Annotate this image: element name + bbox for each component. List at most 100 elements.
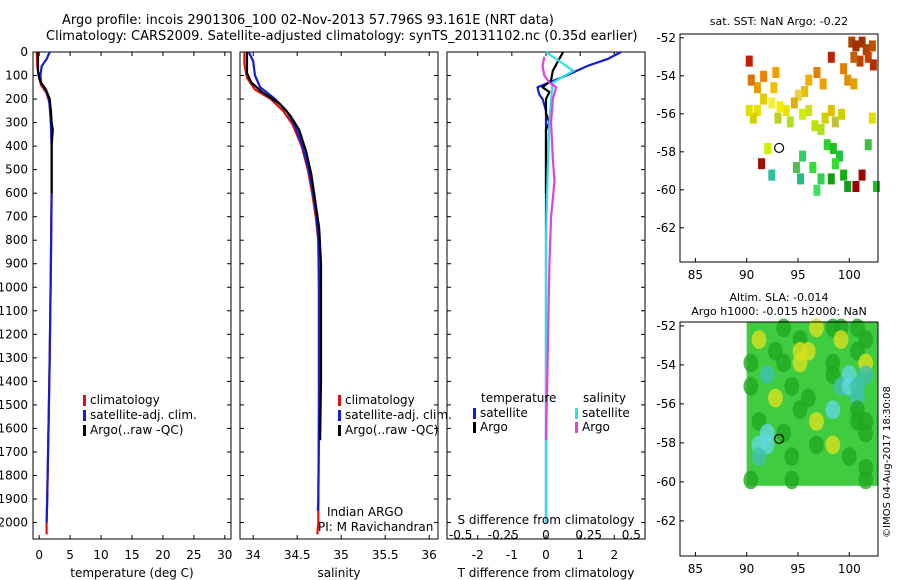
annotation-institution: Indian ARGO [327,505,403,519]
altimetry-anomaly [833,330,849,349]
altimetry-xtick-label: 90 [739,562,754,576]
sst-cell [827,51,835,63]
temperature-xlabel: temperature (deg C) [70,566,193,580]
sst-cell [805,74,813,86]
sst-map-title: sat. SST: NaN Argo: -0.22 [710,15,848,28]
salinity-series-sat [247,51,321,511]
salinity-xtick-label: 34.5 [284,548,311,562]
sst-cell [753,105,761,116]
altimetry-anomaly [768,388,783,408]
altimetry-anomaly [743,376,759,396]
altimetry-ytick-label: -58 [656,436,676,450]
altimetry-anomaly [858,423,874,443]
difference-series-sal_argo [541,56,558,441]
altimetry-anomaly [784,447,800,466]
sst-cell [811,120,819,132]
salinity-legend-1-text: satellite-adj. clim. [345,408,452,422]
sst-cell [799,150,807,162]
altimetry-ytick-label: -62 [656,514,676,528]
depth-ytick-label: 1000 [0,280,28,294]
depth-ytick-label: 1700 [0,445,28,459]
sst-cell [827,105,835,116]
salinity-xtick-label: 35 [334,548,349,562]
watermark: ©IMOS 04-Aug-2017 18:30:08 [882,386,893,538]
depth-ytick-label: 1800 [0,468,28,482]
difference-legend-sal-sat-text: satellite [582,406,630,420]
sst-cell [840,169,848,181]
salinity-xtick-label: 36 [422,548,437,562]
temperature-xtick-label: 0 [35,548,43,562]
altimetry-anomaly [743,353,759,373]
depth-ytick-label: 0 [20,45,28,59]
difference-xlabel-top: S difference from climatology [458,513,635,527]
altimetry-anomaly [792,353,808,373]
altimetry-anomaly [825,435,841,455]
sst-cell [770,82,778,94]
altimetry-anomaly [809,318,824,338]
figure-title-line1: Argo profile: incois 2901306_100 02-Nov-… [62,13,554,28]
depth-ytick-label: 100 [5,69,28,83]
difference-legend-temp-argo-swatch [473,422,476,433]
difference-legend-temp-sat-swatch [473,408,476,419]
temperature-series-sat [39,51,53,523]
sst-cell [764,143,772,154]
sst-cell [850,78,858,90]
annotation-pi: PI: M Ravichandran [318,520,433,534]
depth-ytick-label: 500 [5,163,28,177]
salinity-legend-0-text: climatology [345,393,415,407]
temperature-axes [32,51,232,540]
altimetry-anomaly [825,400,841,420]
altimetry-xtick-label: 95 [790,562,805,576]
sst-cell [831,158,839,170]
altimetry-anomaly [751,447,767,466]
sst-cell [848,36,856,48]
sst-ytick-label: -52 [656,31,676,45]
altimetry-anomaly [809,412,824,431]
sst-ytick-label: -54 [656,69,676,83]
depth-ytick-label: 1600 [0,421,28,435]
sst-cell [760,70,768,82]
depth-ytick-label: 2000 [0,516,28,530]
altimetry-ytick-label: -52 [656,319,676,333]
sst-cell [774,112,782,124]
depth-ytick-label: 1200 [0,327,28,341]
sst-xtick-label: 85 [688,268,703,282]
salinity-series-clim [243,52,320,535]
salinity-legend-2-swatch [338,425,341,436]
temperature-legend-0-text: climatology [90,393,160,407]
difference-legend-sal-title: salinity [583,391,626,405]
altimetry-anomaly [776,353,792,373]
sst-cell [852,40,860,52]
sst-cell [862,44,870,56]
sst-cell [844,181,852,192]
salinity-legend-1-swatch [338,410,341,421]
temperature-legend-1-swatch [83,410,86,421]
sst-cell [868,112,876,124]
difference-legend-temp-title: temperature [481,391,556,405]
sst-cell [864,139,872,151]
depth-ytick-label: 1300 [0,351,28,365]
depth-ytick-label: 1400 [0,374,28,388]
sst-cell [872,181,880,192]
difference-legend-temp-argo-text: Argo [480,420,508,434]
altimetry-title-2: Argo h1000: -0.015 h2000: NaN [691,305,867,318]
sst-cell [776,101,784,113]
sst-xtick-label: 90 [739,268,754,282]
figure-title-line2: Climatology: CARS2009. Satellite-adjuste… [46,29,638,44]
sst-cell [831,116,839,128]
temperature-legend-0-swatch [83,395,86,406]
difference-secondary-label: -0.25 [488,528,519,542]
sst-cell [753,82,761,94]
difference-secondary-label: -0.5 [449,528,472,542]
temperature-xtick-label: 20 [155,548,170,562]
sst-cell [749,112,757,124]
sst-cell [813,184,821,196]
sst-cell [745,105,753,116]
altimetry-anomaly [792,400,808,420]
salinity-xlabel: salinity [317,566,360,580]
sst-xtick-label: 95 [790,268,805,282]
sst-cell [782,105,790,116]
sst-cell [805,105,813,116]
sst-float-marker [774,142,785,154]
difference-legend-sal-argo-text: Argo [582,420,610,434]
